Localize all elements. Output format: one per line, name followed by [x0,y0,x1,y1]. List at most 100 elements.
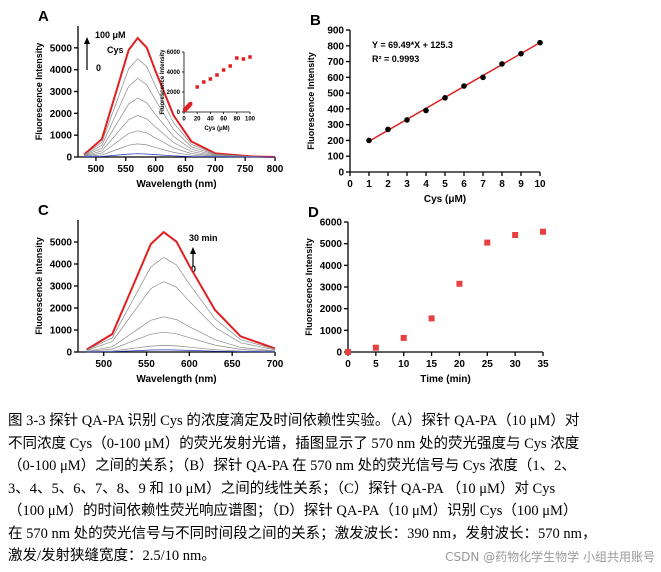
x-tick-label: 5 [442,179,448,190]
point [215,73,219,77]
x-tick-label: 100 [245,117,256,123]
spectrum-line [86,281,276,351]
point [372,344,379,351]
y-tick-label: 3000 [320,283,343,294]
x-tick-label: 30 [510,359,522,370]
x-tick-label: 650 [177,164,194,175]
x-tick-label: 8 [499,179,505,190]
spectrum-line [83,153,275,158]
y-tick-label: 1000 [50,131,73,142]
y-axis-title: Fluorescence Intensity [306,52,316,150]
panel-label: A [38,8,49,25]
y-axis-title: Fluorescence Intensity [34,43,44,141]
x-tick-label: 550 [117,164,134,175]
spectrum-line [83,36,276,158]
point [228,64,232,68]
x-tick-label: 35 [537,359,549,370]
y-tick-label: 2000 [50,304,73,315]
spectrum-line [86,345,276,353]
annotation: Cys [107,45,124,55]
y-tick-label: 4000 [320,261,343,272]
y-tick-label: 100 [327,152,344,163]
x-tick-label: 4 [423,179,429,190]
panel-label: B [310,12,321,29]
y-tick-label: 800 [327,41,344,52]
point [404,117,410,123]
watermark: CSDN @药物化学生物学 小组共用账号 [445,550,655,564]
x-tick-label: 15 [426,359,438,370]
spectrum-line [86,316,276,352]
y-tick-label: 6000 [167,50,181,56]
x-tick-label: 9 [518,179,524,190]
y-tick-label: 400 [327,104,344,115]
x-tick-label: 800 [267,164,284,175]
x-tick-label: 750 [237,164,254,175]
point [484,239,491,246]
x-axis-title: Wavelength (nm) [136,179,216,190]
spectrum-line [83,77,276,158]
point [518,50,524,57]
point [221,68,226,72]
point [195,85,199,89]
point [235,56,239,60]
x-tick-label: 20 [454,359,466,370]
spectrum-line [86,349,276,353]
y-tick-label: 6000 [320,218,343,229]
fit-r2: R² = 0.9993 [372,54,419,64]
y-tick-label: 600 [327,73,344,84]
spectrum-line [83,97,276,158]
x-tick-label: 500 [95,359,112,370]
y-tick-label: 2000 [50,109,73,120]
spectrum-line [86,230,276,351]
x-tick-label: 60 [220,117,227,123]
caption: 图 3-3 探针 QA-PA 识别 Cys 的浓度滴定及时间依赖性实验。（A）探… [8,410,658,568]
x-tick-label: 7 [480,179,486,190]
point [202,80,206,84]
annotation: 30 min [189,233,218,243]
x-tick-label: 0 [345,359,351,370]
x-tick-label: 700 [207,164,224,175]
x-axis-title: Cys (μM) [424,194,466,205]
y-tick-label: 5000 [320,239,343,250]
x-tick-label: 20 [194,117,201,123]
x-tick-label: 6 [461,179,467,190]
y-tick-label: 2000 [320,304,343,315]
caption-line: 在 570 nm 处的荧光信号与不同时间段之间的关系；激发波长：390 nm，发… [8,525,597,542]
x-tick-label: 700 [267,359,284,370]
y-tick-label: 0 [66,348,72,359]
point [423,107,429,114]
y-tick-label: 4000 [50,260,73,271]
x-tick-label: 80 [233,117,240,123]
x-tick-label: 600 [181,359,198,370]
y-tick-label: 4000 [50,65,73,76]
caption-line: 不同浓度 Cys（0-100 μM）的荧光发射光谱，插图显示了 570 nm 处… [8,435,580,452]
panel-label: D [308,204,319,221]
spectrum-line [86,331,276,352]
x-tick-label: 0 [182,117,186,123]
point [241,57,246,61]
y-tick-label: 200 [327,136,344,147]
x-tick-label: 5 [373,359,379,370]
y-tick-label: 0 [66,153,72,164]
point [540,228,546,235]
caption-line: 3、4、5、6、7、8、9 和 10 μM）之间的线性关系；（C）探针 QA-P… [8,480,556,497]
y-axis-title: Fluorescence Intensity [304,238,314,336]
point [428,315,435,322]
point [188,102,193,106]
point [345,349,351,355]
y-tick-label: 0 [338,168,344,179]
point [208,77,213,81]
x-tick-label: 40 [207,117,214,123]
spectrum-line [86,256,276,351]
caption-line: （0-100 μM）之间的关系；（B）探针 QA-PA 在 570 nm 处的荧… [8,458,576,474]
x-axis-title: Time (min) [420,374,470,385]
caption-line: （100 μM）的时间依赖性荧光响应谱图；（D）探针 QA-PA（10 μM）识… [8,503,578,519]
point [461,83,467,89]
y-axis-title: Fluorescence Intensity [34,237,44,335]
point [512,232,519,238]
y-tick-label: 1000 [50,326,73,337]
x-tick-label: 650 [224,359,241,370]
y-tick-label: 4000 [167,70,181,76]
